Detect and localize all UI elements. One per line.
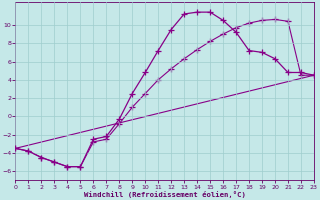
X-axis label: Windchill (Refroidissement éolien,°C): Windchill (Refroidissement éolien,°C) bbox=[84, 191, 246, 198]
